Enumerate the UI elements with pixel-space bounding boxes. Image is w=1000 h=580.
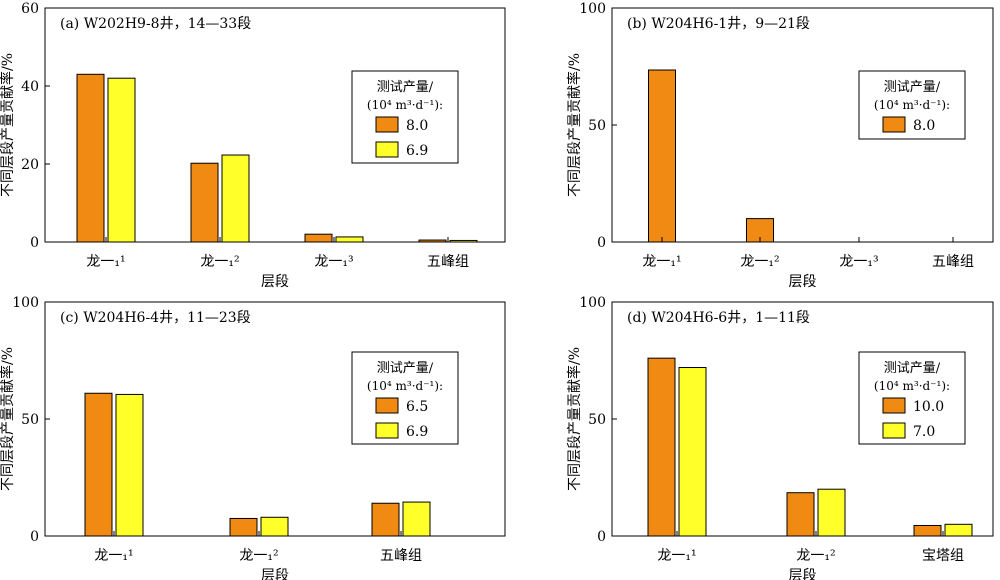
bar — [449, 239, 478, 243]
y-tick-label: 50 — [588, 118, 606, 134]
legend-unit: (10⁴ m³·d⁻¹): — [874, 379, 950, 393]
y-tick-label: 0 — [30, 235, 39, 251]
legend-box — [351, 70, 459, 164]
legend-label: 6.9 — [406, 143, 428, 159]
y-axis-label: 不同层段产量贡献率/% — [0, 53, 16, 197]
y-tick-label: 100 — [579, 295, 606, 311]
x-tick-label: 五峰组 — [427, 254, 469, 270]
bar — [647, 357, 676, 537]
legend-box — [858, 351, 966, 445]
y-axis-label: 不同层段产量贡献率/% — [566, 53, 583, 197]
legend-swatch — [375, 116, 399, 133]
bar — [221, 154, 250, 243]
legend-unit: (10⁴ m³·d⁻¹): — [367, 98, 443, 112]
legend-swatch — [882, 397, 906, 414]
x-axis-label: 层段 — [261, 274, 289, 290]
y-tick-label: 0 — [597, 529, 606, 545]
bar — [648, 69, 676, 243]
bar — [817, 488, 846, 537]
bar — [335, 236, 364, 243]
legend-label: 8.0 — [406, 118, 428, 134]
x-tick-label: 龙一₁² — [200, 254, 239, 270]
x-tick-label: 龙一₁³ — [314, 254, 353, 270]
bar — [76, 73, 105, 243]
bar — [913, 524, 942, 537]
y-axis-label: 不同层段产量贡献率/% — [0, 347, 16, 491]
legend-title: 测试产量/ — [884, 361, 941, 376]
y-axis-label: 不同层段产量贡献率/% — [566, 347, 583, 491]
bar — [786, 492, 815, 537]
legend-title: 测试产量/ — [377, 80, 434, 95]
legend: 测试产量/ (10⁴ m³·d⁻¹): 6.5 6.9 — [351, 351, 459, 445]
y-tick-label: 0 — [30, 529, 39, 545]
y-tick-label: 50 — [588, 412, 606, 428]
legend-swatch — [375, 397, 399, 414]
x-tick-label: 五峰组 — [932, 254, 974, 270]
chart-title: (d) W204H6-6井，1—11段 — [627, 310, 810, 326]
x-tick-label: 龙一₁³ — [839, 254, 878, 270]
bar — [402, 501, 431, 537]
bar — [260, 516, 289, 537]
y-tick-label: 60 — [21, 1, 39, 17]
legend-title: 测试产量/ — [377, 361, 434, 376]
legend-box — [351, 351, 459, 445]
legend-swatch — [375, 141, 399, 158]
bar — [304, 233, 333, 243]
legend-label: 6.9 — [406, 424, 428, 440]
bar — [678, 367, 707, 537]
x-axis-label: 层段 — [789, 568, 817, 580]
y-tick-label: 50 — [21, 412, 39, 428]
legend: 测试产量/ (10⁴ m³·d⁻¹): 10.0 7.0 — [858, 351, 966, 445]
chart-title: (c) W204H6-4井，11—23段 — [60, 310, 251, 326]
legend-label: 6.5 — [406, 399, 428, 415]
y-tick-label: 100 — [579, 1, 606, 17]
x-tick-label: 龙一₁¹ — [94, 548, 133, 564]
x-tick-label: 龙一₁² — [239, 548, 278, 564]
x-tick-label: 龙一₁² — [796, 548, 835, 564]
x-tick-label: 龙一₁² — [740, 254, 779, 270]
bar — [944, 523, 973, 537]
y-tick-label: 40 — [21, 79, 39, 95]
legend-label: 10.0 — [913, 399, 944, 415]
legend-swatch — [375, 422, 399, 439]
x-axis-label: 层段 — [789, 274, 817, 290]
legend-unit: (10⁴ m³·d⁻¹): — [874, 98, 950, 112]
bar — [418, 239, 447, 243]
x-tick-label: 五峰组 — [380, 548, 422, 564]
x-tick-label: 宝塔组 — [922, 548, 964, 564]
bar — [107, 77, 136, 243]
legend: 测试产量/ (10⁴ m³·d⁻¹): 8.0 6.9 — [351, 70, 459, 164]
legend-unit: (10⁴ m³·d⁻¹): — [367, 379, 443, 393]
y-tick-label: 0 — [597, 235, 606, 251]
legend-box — [858, 70, 966, 140]
y-tick-label: 100 — [12, 295, 39, 311]
legend-label: 7.0 — [913, 424, 935, 440]
chart-title: (a) W202H9-8井，14—33段 — [60, 16, 251, 32]
x-axis-label: 层段 — [261, 568, 289, 580]
chart-title: (b) W204H6-1井，9—21段 — [627, 16, 810, 32]
bar — [371, 502, 400, 537]
bar — [84, 392, 113, 537]
legend-swatch — [882, 116, 906, 133]
legend: 测试产量/ (10⁴ m³·d⁻¹): 8.0 — [858, 70, 966, 140]
x-tick-label: 龙一₁¹ — [657, 548, 696, 564]
x-tick-label: 龙一₁¹ — [642, 254, 681, 270]
legend-label: 8.0 — [913, 118, 935, 134]
legend-swatch — [882, 422, 906, 439]
y-tick-label: 20 — [21, 157, 39, 173]
legend-title: 测试产量/ — [884, 80, 941, 95]
bar — [115, 393, 144, 537]
x-tick-label: 龙一₁¹ — [86, 254, 125, 270]
bar — [229, 517, 258, 537]
bar — [190, 162, 219, 243]
plot-frame — [44, 7, 506, 243]
